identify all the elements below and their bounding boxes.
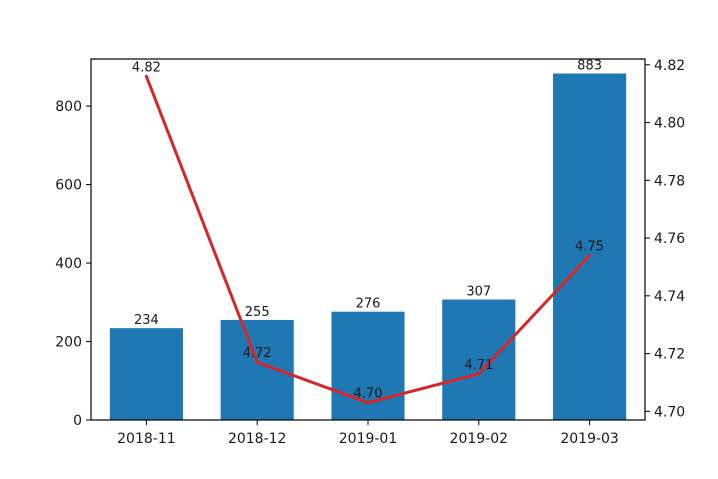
bar-value-label: 255	[245, 305, 270, 320]
line-point-2019-03	[588, 253, 592, 257]
line-value-label: 4.70	[354, 387, 383, 402]
line-value-label: 4.71	[464, 358, 493, 373]
line-point-2018-12	[255, 360, 259, 364]
y-right-tick-label: 4.78	[654, 173, 685, 189]
y-right-tick-label: 4.76	[654, 231, 685, 247]
y-left-tick-label: 200	[55, 335, 82, 351]
bars-layer	[109, 73, 627, 420]
y-right-tick-label: 4.74	[654, 289, 685, 305]
line-value-label: 4.75	[575, 239, 604, 254]
line-value-label: 4.72	[243, 346, 272, 361]
y-right-tick-label: 4.80	[654, 116, 685, 132]
y-right-tick-label: 4.72	[654, 347, 685, 363]
x-tick-label: 2018-11	[117, 431, 176, 447]
x-tick-label: 2019-01	[339, 431, 398, 447]
x-tick-label: 2018-12	[228, 431, 287, 447]
axes-layer: 0 200 400 600 800 4.70 4.72 4.74 4.76 4.78 4.80 4.8…	[55, 58, 685, 447]
line-point-2019-02	[477, 372, 481, 376]
line-point-2018-11	[144, 74, 148, 78]
bar-value-label: 276	[356, 297, 381, 312]
labels-layer: 234 255 276 307 883 4.82 4.72 4.70 4.71 4.75	[132, 59, 604, 402]
y-left-tick-label: 600	[55, 178, 82, 194]
y-right-tick-label: 4.70	[654, 404, 685, 420]
bar-value-label: 307	[466, 285, 491, 300]
bar-2019-02	[442, 299, 516, 420]
bar-value-label: 234	[134, 313, 159, 328]
x-tick-label: 2019-02	[450, 431, 509, 447]
bar-2019-03	[553, 73, 627, 420]
bar-2018-11	[109, 328, 183, 420]
bar-value-label: 883	[577, 59, 602, 74]
y-left-tick-label: 400	[55, 256, 82, 272]
line-layer	[144, 74, 592, 405]
y-left-tick-label: 0	[73, 413, 82, 429]
y-left-tick-label: 800	[55, 99, 82, 115]
line-value-label: 4.82	[132, 60, 161, 75]
bar-2018-12	[220, 319, 294, 420]
x-tick-label: 2019-03	[560, 431, 619, 447]
y-right-tick-label: 4.82	[654, 58, 685, 74]
line-point-2019-01	[366, 401, 370, 405]
